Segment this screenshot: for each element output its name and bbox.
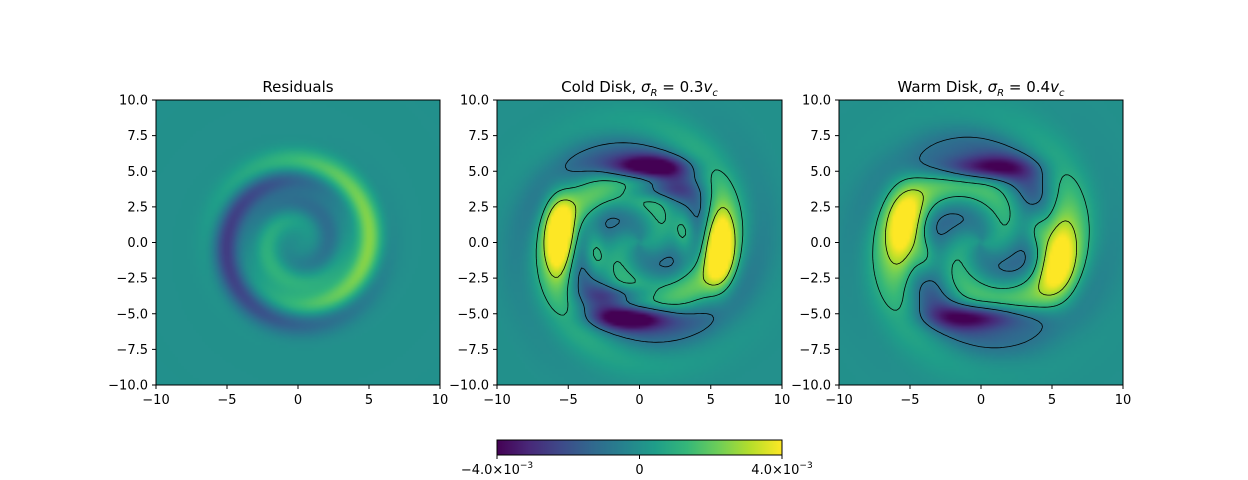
contour-level <box>872 174 1090 311</box>
x-tick-label: 10 <box>1115 393 1132 408</box>
y-tick-label: 10.0 <box>119 94 148 109</box>
y-tick-label: 0.0 <box>127 236 148 251</box>
heatmap-image <box>156 100 440 385</box>
y-tick-label: −10.0 <box>449 379 489 394</box>
y-tick-label: −2.5 <box>799 272 831 287</box>
y-tick-label: 7.5 <box>127 129 148 144</box>
colorbar-tick-label: 0 <box>635 463 643 478</box>
contour-level <box>564 142 715 343</box>
y-tick-label: −10.0 <box>108 379 148 394</box>
x-tick-label: 5 <box>707 393 715 408</box>
y-tick-label: −5.0 <box>457 307 489 322</box>
y-tick-label: 2.5 <box>127 200 148 215</box>
contour-level <box>885 189 1077 296</box>
y-tick-label: 10.0 <box>802 94 831 109</box>
panel-title: Warm Disk, σR = 0.4vc <box>898 78 1065 99</box>
x-tick-label: 10 <box>774 393 791 408</box>
x-tick-label: −10 <box>142 393 169 408</box>
y-tick-label: 2.5 <box>468 200 489 215</box>
panel-2: −10 −5 0 5 10 10.0 7.5 5.0 2.5 0.0 −2.5 −5.0 −7.5 −10… <box>449 78 790 408</box>
heatmap-image <box>497 100 782 385</box>
y-tick-label: 0.0 <box>810 236 831 251</box>
y-tick-label: −7.5 <box>116 343 148 358</box>
y-tick-label: −2.5 <box>457 272 489 287</box>
contour-lines <box>872 136 1090 349</box>
colorbar-tick-label: 4.0×10−3 <box>751 461 812 478</box>
colorbar-tick-label: −4.0×10−3 <box>461 461 533 478</box>
panel-title: Residuals <box>262 78 333 96</box>
x-tick-label: −5 <box>900 393 919 408</box>
y-tick-label: 5.0 <box>127 165 148 180</box>
x-tick-label: 5 <box>1048 393 1056 408</box>
x-tick-label: −5 <box>559 393 578 408</box>
panel-title: Cold Disk, σR = 0.3vc <box>561 78 718 99</box>
x-tick-label: 0 <box>977 393 985 408</box>
panel-1: −10 −5 0 5 10 10.0 7.5 5.0 2.5 0.0 −2.5 −5.0 −7.5 −10… <box>108 78 448 408</box>
x-tick-label: 0 <box>294 393 302 408</box>
contour-level <box>543 199 736 286</box>
y-tick-label: −7.5 <box>457 343 489 358</box>
panel-3: −10 −5 0 5 10 10.0 7.5 5.0 2.5 0.0 −2.5 −5.0 −7.5 −10… <box>791 78 1131 408</box>
y-tick-label: 10.0 <box>460 94 489 109</box>
x-tick-label: −5 <box>217 393 236 408</box>
y-tick-label: 7.5 <box>468 129 489 144</box>
colorbar-gradient <box>496 439 783 456</box>
contour-lines <box>535 142 744 343</box>
y-tick-label: 0.0 <box>468 236 489 251</box>
x-tick-label: 0 <box>635 393 643 408</box>
y-tick-label: −7.5 <box>799 343 831 358</box>
y-tick-label: −5.0 <box>116 307 148 322</box>
y-tick-label: 5.0 <box>810 165 831 180</box>
y-tick-label: 7.5 <box>810 129 831 144</box>
x-tick-label: −10 <box>825 393 852 408</box>
x-tick-label: 5 <box>365 393 373 408</box>
y-tick-label: −10.0 <box>791 379 831 394</box>
colorbar: −4.0×10−3 0 4.0×10−3 <box>461 439 813 478</box>
contour-level <box>535 169 744 316</box>
y-tick-label: −5.0 <box>799 307 831 322</box>
y-tick-label: −2.5 <box>116 272 148 287</box>
y-tick-label: 5.0 <box>468 165 489 180</box>
y-tick-label: 2.5 <box>810 200 831 215</box>
x-tick-label: −10 <box>483 393 510 408</box>
contour-level <box>919 136 1043 349</box>
x-tick-label: 10 <box>432 393 449 408</box>
heatmap-image <box>839 100 1123 385</box>
